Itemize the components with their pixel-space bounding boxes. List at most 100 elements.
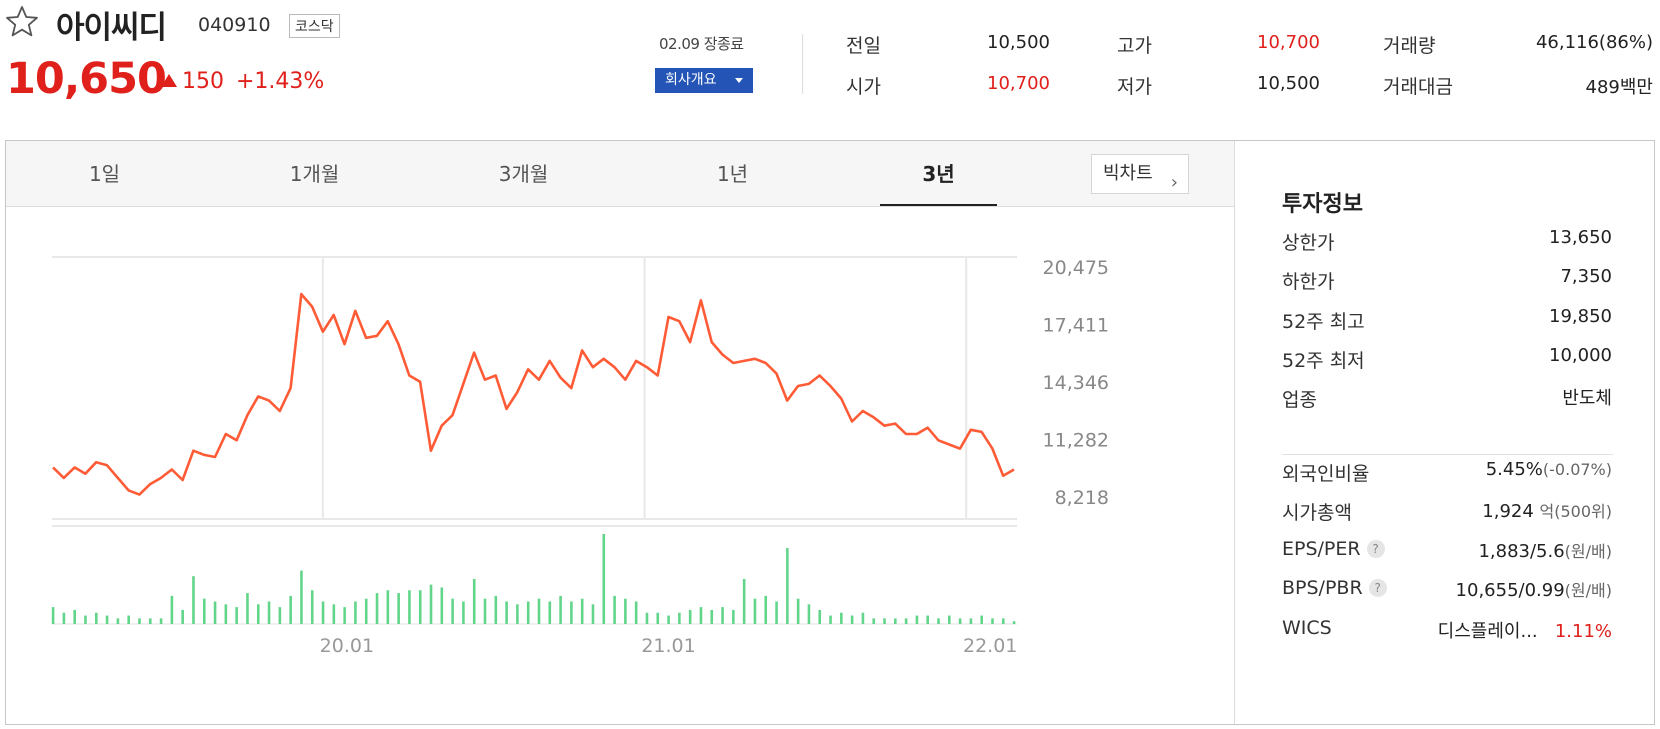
volume-bar [742, 579, 746, 624]
lower-limit-value: 7,350 [1560, 266, 1612, 287]
header-divider [802, 34, 803, 94]
price-line [52, 292, 1015, 496]
volume-bar [613, 595, 616, 624]
eps-per-value: 1,883/5.6(원/배) [1478, 538, 1612, 562]
bps-pbr-unit: (원/배) [1564, 581, 1612, 600]
eps-per: 1,883/5.6 [1478, 541, 1565, 562]
help-icon[interactable]: ? [1366, 540, 1385, 558]
volume-bar [256, 604, 260, 624]
tab-3-year[interactable]: 3년 [922, 162, 955, 186]
trade-amount-value: 489백만 [1585, 77, 1653, 98]
market-status: 02.09 장종료 [659, 35, 744, 53]
tab-1-day[interactable]: 1일 [88, 162, 121, 186]
eps-per-unit: (원/배) [1564, 542, 1612, 561]
x-tick-label: 20.01 [320, 635, 374, 657]
volume-bar [462, 601, 465, 624]
wics-sector: 디스플레이... [1437, 621, 1538, 642]
volume-bar [894, 618, 897, 624]
bigchart-label: 빅차트 [1103, 163, 1153, 184]
volume-bar [678, 612, 681, 624]
market-cap: 1,924 [1482, 501, 1534, 522]
open-value: 10,700 [987, 73, 1050, 94]
low-52w-label: 52주 최저 [1282, 350, 1365, 372]
company-overview-button[interactable]: 회사개요 [655, 68, 753, 93]
wics-value[interactable]: 디스플레이... 1.11% [1438, 617, 1612, 643]
high-value: 10,700 [1257, 32, 1320, 53]
volume-bar [753, 598, 757, 624]
open-label: 시가 [846, 76, 881, 98]
volume-bar [710, 609, 714, 624]
volume-bar [699, 607, 703, 624]
wics-percent: 1.11% [1554, 621, 1612, 642]
volume-bar [148, 618, 152, 624]
low-value: 10,500 [1257, 73, 1320, 94]
help-icon[interactable]: ? [1368, 579, 1387, 597]
volume-bar [246, 593, 249, 624]
y-tick-label: 20,475 [1043, 257, 1109, 279]
volume-bar [289, 595, 292, 624]
volume-bar [170, 595, 174, 624]
volume-bar [796, 598, 800, 624]
volume-bar [548, 601, 552, 624]
volume-bar [94, 612, 98, 624]
bigchart-button[interactable]: 빅차트 › [1091, 154, 1189, 194]
volume-bar [418, 590, 422, 624]
stock-name: 아이씨디 [56, 10, 167, 46]
volume-bar [73, 609, 76, 624]
volume-bar [991, 618, 994, 624]
active-tab-indicator [880, 204, 997, 206]
stock-header: 아이씨디 040910 코스닥 10,650 150 +1.43% 02.09 … [0, 0, 1660, 130]
volume-bar [667, 615, 670, 624]
caret-down-icon [735, 78, 743, 83]
volume-bar [807, 604, 811, 624]
favorite-star-icon[interactable] [4, 4, 40, 40]
tab-1-year[interactable]: 1년 [716, 162, 749, 186]
volume-bar [364, 598, 368, 624]
info-divider [1282, 454, 1613, 455]
volume-bar [969, 618, 973, 624]
y-tick-label: 14,346 [1043, 372, 1109, 394]
volume-bar [127, 615, 130, 624]
volume-bar [202, 598, 206, 624]
volume-bar [818, 609, 822, 624]
y-tick-label: 17,411 [1043, 315, 1109, 337]
volume-bar [883, 618, 886, 624]
upper-limit-value: 13,650 [1549, 227, 1612, 248]
company-overview-label: 회사개요 [665, 72, 717, 88]
low-label: 저가 [1117, 76, 1152, 98]
tab-1-month[interactable]: 1개월 [289, 162, 340, 186]
high-52w-value: 19,850 [1549, 306, 1612, 327]
volume-bar [732, 609, 735, 624]
volume-bar [429, 584, 433, 624]
volume-bar [300, 570, 303, 624]
current-price: 10,650 [6, 54, 167, 104]
invest-title: 투자정보 [1282, 192, 1363, 217]
volume-bar [850, 615, 854, 624]
y-tick-label: 11,282 [1043, 430, 1109, 452]
volume-bar [580, 598, 584, 624]
volume-bar [634, 601, 638, 624]
volume-bar [386, 590, 390, 624]
volume-bar [624, 598, 627, 624]
lower-limit-label: 하한가 [1282, 271, 1335, 293]
tab-3-month[interactable]: 3개월 [498, 162, 549, 186]
price-chart: 20.01 21.01 22.01 20,475 17,411 14,346 11,282 8… [51, 256, 1109, 657]
volume-bar [343, 607, 346, 624]
high-52w-label: 52주 최고 [1282, 311, 1365, 333]
change-amount: 150 [182, 69, 224, 94]
sector-label: 업종 [1282, 389, 1317, 411]
sector-value[interactable]: 반도체 [1562, 388, 1612, 409]
volume-bar [980, 615, 984, 624]
foreign-ratio-label: 외국인비율 [1282, 463, 1370, 485]
volume-bar [915, 615, 919, 624]
volume-bar [375, 593, 379, 624]
volume-bar [861, 612, 865, 624]
volume-bar [937, 618, 940, 624]
volume-bar [926, 615, 930, 624]
volume-bar [764, 595, 768, 624]
volume-label: 거래량 [1383, 35, 1436, 57]
chart-panel: 1일 1개월 3개월 1년 3년 빅차트 › 20.01 21.01 22.01 20… [5, 140, 1655, 725]
change-percent: +1.43% [236, 69, 325, 94]
volume-bar [278, 607, 282, 624]
volume-bar [526, 601, 530, 624]
